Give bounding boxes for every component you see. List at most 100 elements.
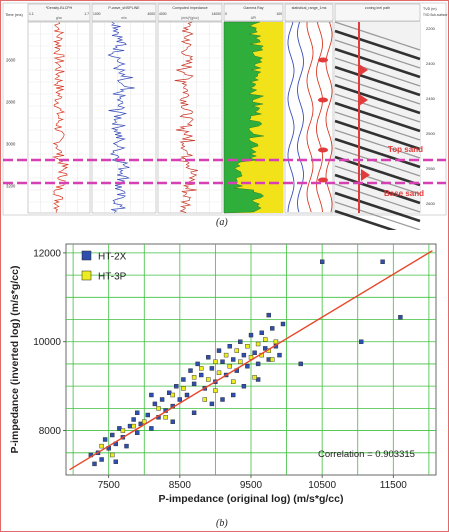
data-point-ht-3p <box>245 343 250 349</box>
well-path <box>358 22 360 213</box>
seismic-event <box>334 83 421 115</box>
data-point-ht-2x <box>134 430 140 436</box>
legend-label: HT-3P <box>98 272 127 283</box>
x-tick-label: 10500 <box>308 480 336 491</box>
data-point-ht-3p <box>191 375 197 380</box>
data-point-ht-3p <box>163 415 168 420</box>
data-point-ht-2x <box>170 419 175 424</box>
seismic-highlight <box>359 64 368 76</box>
data-point-ht-2x <box>113 459 119 464</box>
data-point-ht-2x <box>191 410 197 416</box>
seismic-event <box>334 191 421 223</box>
data-point-ht-2x <box>277 352 282 358</box>
data-point-ht-3p <box>99 443 104 449</box>
track-header-label: statistical_range_1ms <box>292 6 327 10</box>
data-point-ht-2x <box>181 377 186 382</box>
data-point-ht-3p <box>131 423 136 429</box>
data-point-ht-3p <box>263 337 268 342</box>
data-point-ht-2x <box>152 401 158 407</box>
data-point-ht-2x <box>230 357 236 362</box>
seismic-event <box>334 129 421 159</box>
data-point-ht-2x <box>206 355 211 360</box>
data-point-ht-3p <box>142 419 147 424</box>
data-point-ht-2x <box>248 332 254 338</box>
data-point-ht-2x <box>359 339 364 344</box>
scale-max: 14000 <box>212 12 222 16</box>
data-point-ht-3p <box>230 379 236 384</box>
track-header <box>27 3 91 22</box>
regression-line <box>69 250 433 471</box>
data-point-ht-3p <box>213 388 218 393</box>
depth-tick: 2400 <box>426 61 436 66</box>
scale-min: 1.1 <box>29 12 34 16</box>
data-point-ht-2x <box>270 326 275 331</box>
x-tick-label: 9500 <box>240 480 263 491</box>
data-point-ht-2x <box>241 352 247 358</box>
track-header <box>157 3 223 22</box>
data-point-ht-3p <box>213 359 218 364</box>
data-point-ht-2x <box>227 343 232 349</box>
seismic-event <box>334 173 421 205</box>
top-sand-label: Top sand <box>388 145 423 154</box>
data-point-ht-2x <box>174 383 179 389</box>
track-header <box>334 3 421 22</box>
seismic-event <box>334 57 421 87</box>
data-point-ht-2x <box>398 315 403 320</box>
twt-header: TVD (m) <box>423 7 437 11</box>
scale-max: 100 <box>276 12 282 16</box>
data-point-ht-2x <box>209 401 215 407</box>
data-point-ht-3p <box>202 397 208 402</box>
data-point-ht-2x <box>230 392 236 398</box>
x-tick-label: 11500 <box>380 480 408 491</box>
data-point-ht-2x <box>241 383 247 389</box>
reflection-lobe <box>318 177 328 183</box>
depth-tick: 2450 <box>426 96 436 101</box>
track-unit: (m/s)*(g/cc) <box>181 16 199 20</box>
track-header-label: zoning inel path <box>365 6 390 10</box>
caption-a: (a) <box>216 217 228 228</box>
data-point-ht-2x <box>245 363 250 369</box>
data-point-ht-3p <box>170 392 175 398</box>
data-point-ht-2x <box>198 372 204 378</box>
track-unit: m/s <box>121 16 127 20</box>
track-header-label: Computed Impedance <box>172 6 207 10</box>
seismic-event <box>334 39 421 69</box>
track-unit: g/cc <box>56 16 63 20</box>
data-point-ht-3p <box>181 386 186 391</box>
data-point-ht-2x <box>110 432 115 438</box>
seismic-event <box>334 165 421 195</box>
seismic-event <box>334 119 421 151</box>
data-point-ht-2x <box>149 392 154 398</box>
y-tick-label: 8000 <box>39 426 62 437</box>
seismic-event <box>334 75 421 105</box>
seismic-event <box>334 147 421 177</box>
data-point-ht-3p <box>238 359 243 364</box>
data-point-ht-2x <box>298 361 303 367</box>
depth-tick: 2200 <box>426 26 436 31</box>
synthetic-trace <box>306 21 314 213</box>
x-tick-label: 8500 <box>169 480 192 491</box>
seismic-highlight <box>361 169 370 181</box>
data-point-ht-2x <box>266 312 271 318</box>
synthetic-trace <box>287 21 295 213</box>
scale-max: 1.7 <box>84 12 89 16</box>
scale-min: 4000 <box>159 12 167 16</box>
time-tick: 2600 <box>6 58 16 63</box>
y-axis-label: P-impedance (inverted log) (m/s*g/cc) <box>9 266 21 454</box>
data-point-ht-2x <box>216 348 222 353</box>
data-point-ht-2x <box>191 381 197 387</box>
x-axis-label: P-impedance (original log) (m/s*g/cc) <box>159 493 344 505</box>
seismic-event <box>334 183 421 213</box>
seismic-event <box>334 101 421 133</box>
track-header <box>223 3 284 22</box>
data-point-ht-3p <box>227 363 232 369</box>
data-point-ht-2x <box>320 259 325 264</box>
data-point-ht-2x <box>220 359 225 364</box>
density-curve <box>52 21 69 213</box>
seismic-event <box>334 65 421 97</box>
data-point-ht-2x <box>380 259 385 264</box>
data-point-ht-3p <box>198 366 204 371</box>
data-point-ht-3p <box>110 452 115 458</box>
data-point-ht-2x <box>238 339 243 344</box>
data-point-ht-2x <box>263 346 268 351</box>
